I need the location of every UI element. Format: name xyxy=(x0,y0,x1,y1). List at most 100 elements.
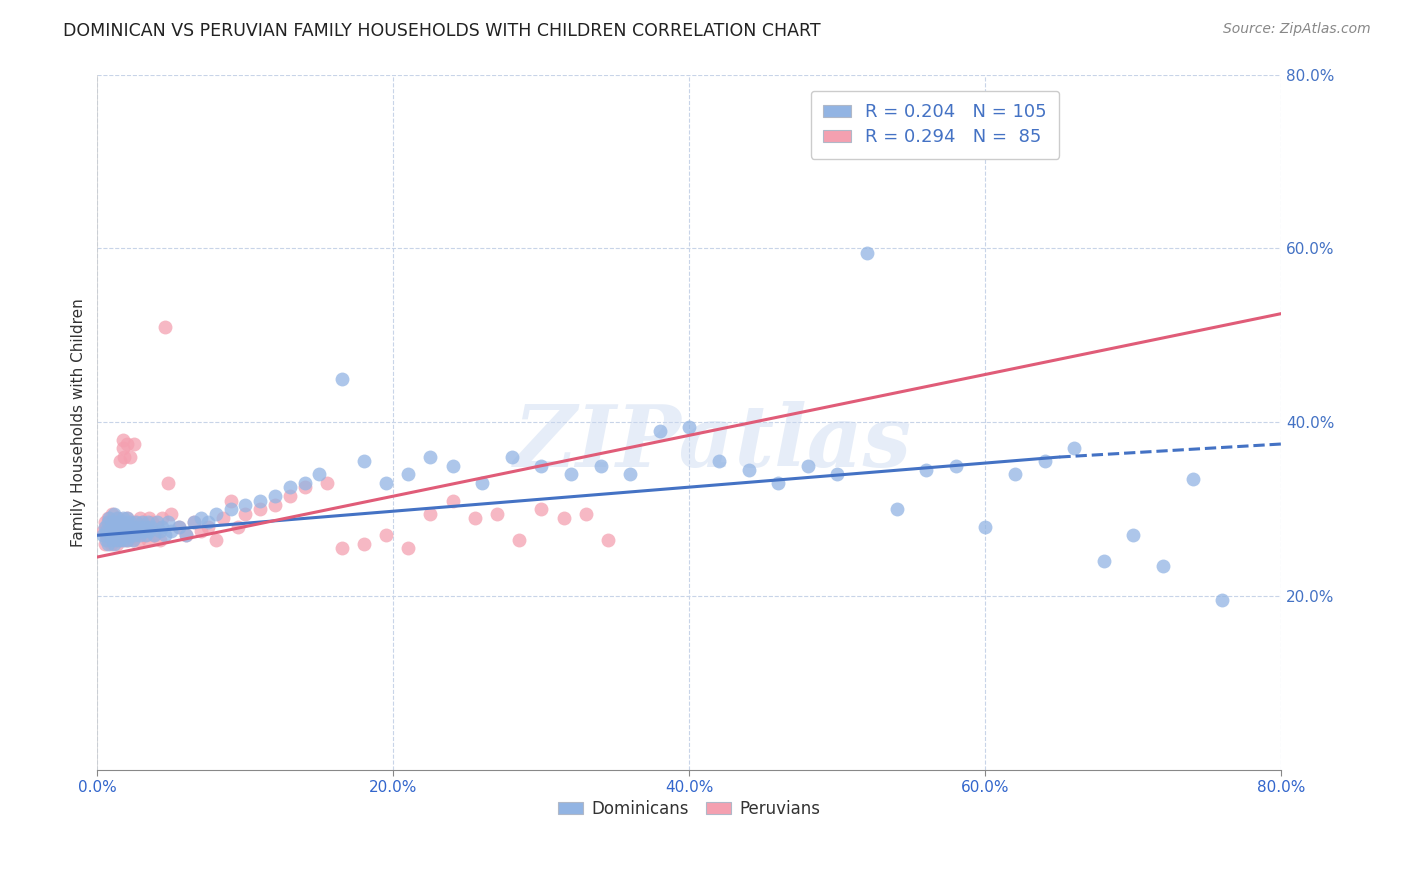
Point xyxy=(553,511,575,525)
Point xyxy=(827,467,849,482)
Point xyxy=(219,493,242,508)
Point xyxy=(167,519,190,533)
Point xyxy=(107,528,129,542)
Point xyxy=(619,467,641,482)
Point xyxy=(575,507,598,521)
Point xyxy=(101,528,124,542)
Point xyxy=(471,476,494,491)
Text: ZIPatlas: ZIPatlas xyxy=(515,401,912,485)
Point xyxy=(111,533,134,547)
Point xyxy=(101,533,124,547)
Point xyxy=(142,528,165,542)
Point xyxy=(136,533,159,547)
Point xyxy=(115,533,138,547)
Point xyxy=(1004,467,1026,482)
Point xyxy=(264,489,287,503)
Point xyxy=(132,515,155,529)
Point xyxy=(648,424,671,438)
Point xyxy=(139,524,162,538)
Point xyxy=(330,541,353,556)
Point xyxy=(97,515,120,529)
Point xyxy=(96,519,118,533)
Point xyxy=(396,541,419,556)
Point xyxy=(235,507,257,521)
Point xyxy=(197,519,219,533)
Point xyxy=(115,511,138,525)
Point xyxy=(127,524,149,538)
Point xyxy=(134,528,156,542)
Point xyxy=(98,515,121,529)
Point xyxy=(124,519,146,533)
Point xyxy=(110,528,132,542)
Point xyxy=(128,533,150,547)
Point xyxy=(96,528,118,542)
Point xyxy=(152,519,174,533)
Point xyxy=(396,467,419,482)
Point xyxy=(856,245,879,260)
Point xyxy=(167,519,190,533)
Y-axis label: Family Households with Children: Family Households with Children xyxy=(72,298,86,547)
Point xyxy=(226,519,249,533)
Point xyxy=(330,372,353,386)
Point xyxy=(131,524,153,538)
Point xyxy=(122,533,145,547)
Point xyxy=(112,515,135,529)
Point xyxy=(100,537,122,551)
Point xyxy=(100,528,122,542)
Point xyxy=(419,507,441,521)
Point xyxy=(135,519,157,533)
Point xyxy=(174,528,197,542)
Point xyxy=(155,528,177,542)
Point xyxy=(105,511,128,525)
Point xyxy=(353,454,375,468)
Point xyxy=(132,524,155,538)
Point xyxy=(249,502,271,516)
Point xyxy=(353,537,375,551)
Point xyxy=(112,524,135,538)
Point xyxy=(105,519,128,533)
Point xyxy=(124,437,146,451)
Point xyxy=(110,515,132,529)
Point xyxy=(107,511,129,525)
Point xyxy=(91,528,114,542)
Point xyxy=(212,511,235,525)
Point xyxy=(129,528,152,542)
Point xyxy=(108,533,131,547)
Point xyxy=(1092,554,1115,568)
Point xyxy=(1211,593,1233,607)
Point xyxy=(190,511,212,525)
Point xyxy=(108,533,131,547)
Point xyxy=(766,476,789,491)
Point xyxy=(101,507,124,521)
Point xyxy=(118,528,141,542)
Point xyxy=(974,519,997,533)
Point xyxy=(375,528,398,542)
Point xyxy=(204,533,226,547)
Point xyxy=(97,511,120,525)
Point xyxy=(110,519,132,533)
Point xyxy=(441,458,464,473)
Point xyxy=(104,515,127,529)
Point xyxy=(1181,472,1204,486)
Point xyxy=(1063,442,1085,456)
Point xyxy=(104,528,127,542)
Point xyxy=(108,524,131,538)
Point xyxy=(108,454,131,468)
Point xyxy=(1033,454,1056,468)
Point xyxy=(112,450,135,464)
Point xyxy=(134,519,156,533)
Point xyxy=(124,528,146,542)
Point xyxy=(138,511,160,525)
Point xyxy=(111,442,134,456)
Point xyxy=(104,528,127,542)
Point xyxy=(152,511,174,525)
Point xyxy=(94,515,117,529)
Point xyxy=(190,524,212,538)
Point xyxy=(114,528,136,542)
Point xyxy=(103,519,125,533)
Point xyxy=(136,515,159,529)
Point xyxy=(1122,528,1144,542)
Point xyxy=(104,524,127,538)
Point xyxy=(105,533,128,547)
Point xyxy=(111,433,134,447)
